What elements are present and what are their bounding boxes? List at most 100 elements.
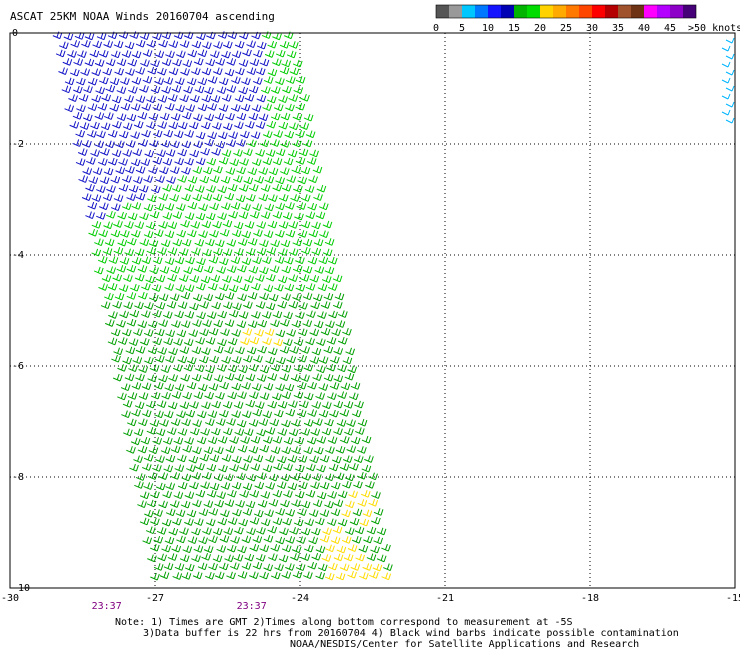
barb-stroke (263, 563, 274, 572)
wind-barb (94, 238, 104, 247)
barb-stroke (215, 392, 225, 400)
wind-barb (342, 480, 352, 489)
wind-barb (219, 228, 230, 237)
wind-barb (272, 32, 282, 41)
barb-stroke (268, 293, 279, 302)
wind-barb (288, 300, 299, 309)
barb-stroke (224, 499, 235, 507)
wind-barb (210, 427, 221, 436)
barb-stroke (140, 158, 151, 167)
wind-barb (316, 464, 326, 473)
wind-barb (207, 103, 218, 111)
wind-barb (259, 392, 270, 401)
wind-barb (141, 129, 151, 138)
legend-swatch (605, 5, 618, 18)
barb-stroke (199, 301, 209, 309)
wind-barb (113, 194, 124, 203)
barb-stroke (107, 130, 118, 138)
wind-barb (163, 464, 174, 473)
barb-stroke (295, 129, 305, 138)
barb-stroke (275, 49, 286, 58)
wind-barb (243, 455, 253, 463)
wind-barb (101, 274, 112, 283)
wind-barb (118, 130, 129, 139)
barb-stroke (181, 572, 192, 580)
wind-barb (214, 112, 225, 121)
wind-barb (247, 139, 257, 148)
wind-barb (305, 337, 315, 346)
wind-barb (145, 221, 156, 230)
wind-barb (235, 500, 245, 508)
wind-barb (322, 220, 333, 229)
wind-barb (256, 41, 267, 50)
wind-barb (309, 149, 319, 158)
barb-stroke (162, 490, 172, 499)
barb-stroke (168, 40, 179, 49)
wind-barb (157, 347, 167, 355)
barb-stroke (197, 77, 208, 86)
barb-stroke (197, 410, 207, 419)
barb-stroke (283, 490, 293, 498)
barb-stroke (184, 284, 195, 293)
wind-barb (201, 347, 211, 355)
wind-barb (121, 202, 132, 211)
wind-barb (152, 464, 162, 472)
wind-barb (164, 536, 175, 545)
barb-stroke (103, 40, 114, 48)
wind-barb (97, 158, 108, 166)
barb-stroke (327, 256, 338, 265)
barb-stroke (255, 554, 266, 562)
barb-stroke (294, 490, 305, 499)
barb-stroke (353, 455, 364, 463)
wind-barb (233, 554, 244, 562)
barb-stroke (236, 166, 246, 175)
barb-stroke (175, 284, 186, 293)
wind-barb (312, 165, 323, 174)
wind-barb (108, 256, 119, 264)
barb-stroke (315, 571, 325, 580)
wind-barb (224, 319, 235, 327)
barb-stroke (127, 237, 137, 246)
barb-stroke (117, 211, 127, 220)
barb-stroke (114, 67, 124, 76)
barb-stroke (255, 301, 266, 309)
lat-tick-label: 0 (12, 28, 18, 39)
wind-barb (203, 265, 214, 274)
wind-barb (310, 481, 320, 490)
barb-stroke (113, 347, 123, 356)
barb-stroke (172, 58, 182, 67)
barb-stroke (371, 491, 381, 499)
barb-stroke (99, 76, 109, 85)
wind-barb (103, 167, 114, 176)
barb-stroke (305, 490, 316, 498)
barb-stroke (229, 562, 240, 570)
wind-barb (305, 211, 316, 220)
wind-barb (195, 337, 205, 345)
wind-barb (234, 247, 244, 256)
wind-barb (75, 129, 85, 138)
wind-barb (215, 418, 226, 426)
wind-barb (144, 149, 155, 158)
wind-barb (166, 427, 177, 435)
barb-stroke (194, 239, 205, 247)
wind-barb (117, 238, 128, 247)
barb-stroke (239, 490, 250, 498)
barb-stroke (313, 446, 324, 455)
barb-stroke (226, 58, 237, 66)
barb-stroke (255, 121, 266, 129)
barb-stroke (216, 364, 227, 372)
wind-barb (334, 472, 345, 481)
barb-stroke (249, 391, 259, 400)
wind-barb (113, 347, 123, 356)
wind-barb (263, 284, 274, 293)
wind-barb (281, 293, 291, 301)
wind-barb (273, 338, 284, 347)
wind-barb (269, 418, 280, 427)
barb-stroke (213, 165, 223, 174)
wind-barb (241, 410, 252, 419)
barb-stroke (128, 338, 139, 346)
barb-stroke (262, 256, 272, 265)
barb-stroke (142, 76, 153, 84)
wind-barb (207, 282, 218, 291)
barb-stroke (319, 481, 330, 490)
